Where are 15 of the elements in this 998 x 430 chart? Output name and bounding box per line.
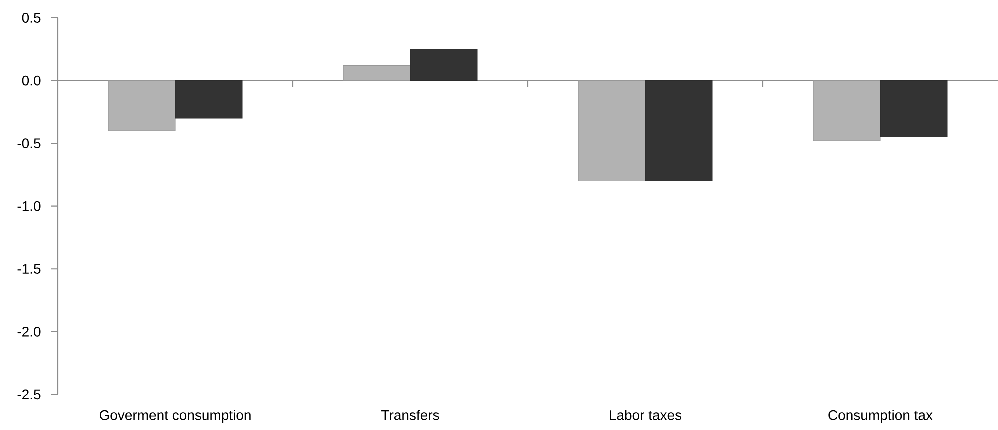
y-tick-label: -2.5 [18,390,41,400]
bar [175,80,243,119]
bar [410,49,478,82]
x-tick-label: Goverment consumption [100,410,251,424]
x-tick-label: Labor taxes [610,410,682,420]
bar [645,80,713,182]
y-tick-label: 0.0 [22,76,41,86]
y-tick-label: -1.5 [18,264,41,274]
bar [880,80,948,138]
x-tick-label: Consumption tax [828,410,933,424]
y-tick-label: -0.5 [18,138,41,149]
y-tick-label: 0.5 [22,13,41,23]
y-tick-label: -2.0 [18,326,41,337]
x-tick-label: Transfers [382,410,440,420]
y-tick-label: -1.0 [18,201,41,212]
